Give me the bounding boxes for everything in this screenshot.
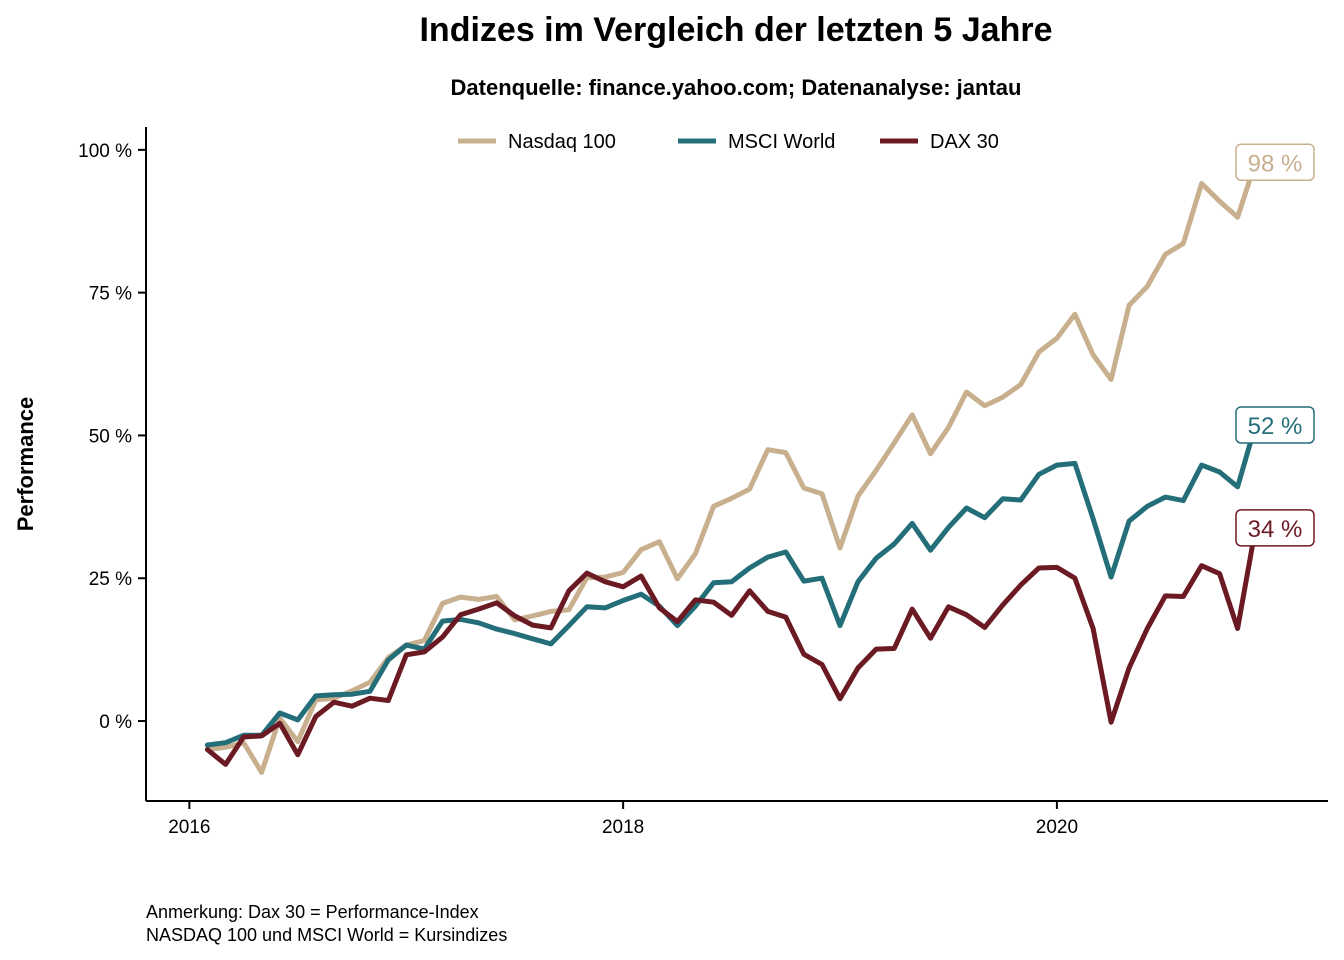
note-line-1: Anmerkung: Dax 30 = Performance-Index (146, 902, 479, 922)
chart-subtitle: Datenquelle: finance.yahoo.com; Datenana… (451, 75, 1022, 100)
legend-label-dax-30: DAX 30 (930, 131, 999, 153)
y-tick-label-4: 100 % (78, 141, 132, 162)
note-line-2: NASDAQ 100 und MSCI World = Kursindizes (146, 925, 507, 945)
end-label-box-dax-30 (1235, 509, 1315, 547)
y-ticks: 0 % 25 % 50 % 75 % 100 % (78, 141, 146, 733)
x-tick-label-0: 2016 (168, 817, 210, 838)
end-label-nasdaq-100: 98 % (1248, 150, 1303, 177)
legend: Nasdaq 100 MSCI World DAX 30 (458, 131, 999, 153)
end-label-dax-30: 34 % (1248, 516, 1303, 543)
end-label-box-nasdaq-100 (1235, 143, 1315, 182)
end-labels: 98 % 52 % 34 % (1235, 143, 1315, 547)
y-tick-label-3: 75 % (89, 284, 132, 305)
y-tick-label-2: 50 % (89, 426, 132, 447)
x-ticks: 2016 2018 2020 (168, 801, 1078, 838)
y-tick-label-1: 25 % (89, 569, 132, 590)
end-label-box-msci-world (1235, 406, 1315, 444)
series-lines (204, 158, 1259, 775)
chart-title: Indizes im Vergleich der letzten 5 Jahre (419, 11, 1052, 49)
x-tick-label-2: 2020 (1036, 817, 1078, 838)
legend-label-nasdaq-100: Nasdaq 100 (508, 131, 616, 153)
series-line-msci-world (204, 421, 1259, 748)
series-line-dax-30 (204, 524, 1259, 767)
x-tick-label-1: 2018 (602, 817, 644, 838)
y-axis-label: Performance (13, 397, 38, 532)
end-label-msci-world: 52 % (1248, 413, 1303, 440)
axes (145, 127, 1328, 802)
y-tick-label-0: 0 % (99, 712, 132, 733)
series-line-nasdaq-100 (204, 158, 1259, 775)
legend-label-msci-world: MSCI World (728, 131, 835, 153)
